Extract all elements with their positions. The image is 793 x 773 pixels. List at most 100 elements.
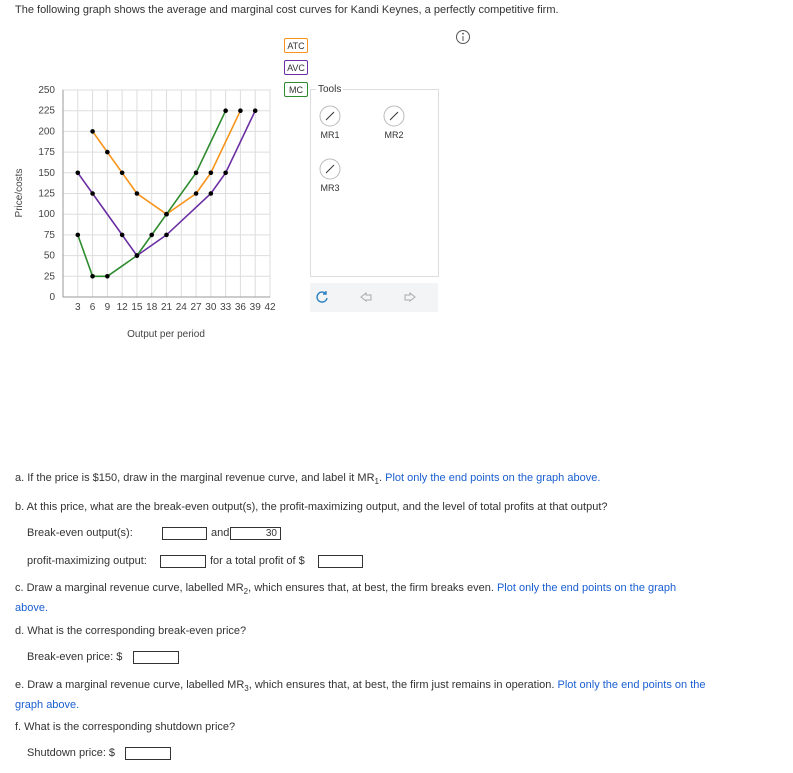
legend-button[interactable]: AVC: [284, 60, 308, 75]
data-point: [164, 232, 169, 238]
data-point: [223, 108, 228, 113]
x-tick-label: 27: [191, 302, 203, 313]
tools-panel: Tools MR1 MR2 MR3: [310, 84, 439, 277]
legend-button[interactable]: ATC: [284, 38, 308, 53]
tool-label[interactable]: MR1: [320, 130, 340, 140]
tool-label[interactable]: MR2: [384, 130, 404, 140]
data-point: [193, 191, 199, 196]
x-tick-label: 39: [250, 302, 262, 313]
x-axis-label: Output per period: [127, 329, 205, 340]
data-point: [90, 191, 95, 196]
input-box[interactable]: [162, 527, 207, 540]
data-point: [134, 191, 140, 196]
x-tick-label: 36: [235, 302, 247, 313]
x-tick-label: 3: [75, 302, 81, 313]
redo-icon[interactable]: [402, 289, 418, 305]
question-c: c. Draw a marginal revenue curve, labell…: [15, 580, 705, 616]
y-tick-label: 225: [38, 106, 55, 117]
break-even-price-label: Break-even price: $: [27, 651, 123, 663]
tool-icon[interactable]: [383, 105, 405, 127]
input-box[interactable]: 30: [230, 527, 281, 540]
question-d: d. What is the corresponding break-even …: [15, 625, 247, 637]
data-point: [238, 108, 243, 113]
shutdown-price-label: Shutdown price: $: [27, 747, 116, 759]
data-point: [119, 170, 125, 176]
data-point: [208, 170, 214, 176]
x-tick-label: 6: [90, 302, 96, 313]
subscript: 2: [243, 587, 249, 597]
y-tick-label: 250: [38, 85, 55, 96]
and-text: and: [211, 527, 230, 539]
data-point: [223, 170, 228, 176]
data-point: [252, 108, 258, 113]
tool-icon[interactable]: [319, 105, 341, 127]
x-tick-label: 30: [205, 302, 217, 313]
data-point: [105, 274, 110, 279]
y-tick-label: 150: [38, 168, 55, 179]
x-tick-label: 9: [105, 302, 111, 313]
y-tick-label: 25: [44, 271, 56, 282]
instruction-link[interactable]: Plot only the end points on the graph ab…: [15, 582, 677, 615]
data-point: [149, 232, 155, 238]
x-tick-label: 15: [131, 302, 143, 313]
x-tick-label: 18: [146, 302, 158, 313]
undo-icon[interactable]: [358, 289, 374, 305]
question-text: a. If the price is $150, draw in the mar…: [15, 472, 375, 484]
profit-label: for a total profit of $: [210, 555, 305, 567]
question-text: c. Draw a marginal revenue curve, labell…: [15, 582, 244, 594]
data-point: [75, 170, 81, 176]
question-text: , which ensures that, at best, the firm …: [248, 679, 555, 691]
data-point: [134, 253, 140, 258]
series-line: [77, 110, 227, 278]
question-text: , which ensures that, at best, the firm …: [248, 582, 494, 594]
tools-title: Tools: [316, 84, 344, 95]
page-title: The following graph shows the average an…: [15, 4, 559, 16]
y-axis-label: Price/costs: [14, 169, 25, 218]
y-tick-label: 0: [49, 292, 55, 303]
input-box[interactable]: [133, 651, 179, 664]
data-point: [208, 191, 214, 196]
series-line: [91, 110, 242, 216]
question-e: e. Draw a marginal revenue curve, labell…: [15, 677, 720, 713]
data-point: [90, 129, 95, 134]
question-a: a. If the price is $150, draw in the mar…: [15, 470, 720, 490]
data-point: [105, 149, 110, 155]
data-point: [90, 274, 95, 279]
question-text: .: [378, 472, 383, 484]
legend-button[interactable]: MC: [284, 82, 308, 97]
y-tick-label: 200: [38, 126, 55, 137]
subscript: 1: [374, 477, 379, 487]
reset-icon[interactable]: [314, 289, 330, 305]
tool-label[interactable]: MR3: [320, 183, 340, 193]
data-point: [193, 170, 199, 176]
question-f: f. What is the corresponding shutdown pr…: [15, 721, 236, 733]
toolbar: [310, 283, 438, 312]
y-tick-label: 175: [38, 147, 55, 158]
x-tick-label: 12: [117, 302, 129, 313]
data-point: [75, 232, 81, 238]
x-tick-label: 33: [220, 302, 232, 313]
info-icon[interactable]: [455, 29, 471, 45]
x-tick-label: 42: [264, 302, 276, 313]
tool-icon[interactable]: [319, 158, 341, 180]
instruction-link[interactable]: Plot only the end points on the graph ab…: [15, 679, 706, 712]
data-point: [119, 232, 125, 238]
input-box[interactable]: [125, 747, 171, 760]
x-tick-label: 21: [161, 302, 173, 313]
chart: Price/costs Output per period 0 25 50 75 100…: [14, 85, 276, 340]
input-box[interactable]: [160, 555, 206, 568]
profit-max-label: profit-maximizing output:: [27, 555, 147, 567]
input-box[interactable]: [318, 555, 363, 568]
data-point: [164, 211, 169, 217]
question-text: e. Draw a marginal revenue curve, labell…: [15, 679, 245, 691]
x-tick-label: 24: [176, 302, 188, 313]
subscript: 3: [244, 684, 249, 694]
y-tick-label: 125: [38, 189, 55, 200]
y-tick-label: 50: [44, 251, 56, 262]
question-b: b. At this price, what are the break-eve…: [15, 501, 608, 513]
y-tick-label: 75: [44, 230, 56, 241]
instruction-link[interactable]: Plot only the end points on the graph ab…: [385, 472, 601, 484]
series-line: [77, 110, 256, 257]
break-even-label: Break-even output(s):: [27, 527, 133, 539]
